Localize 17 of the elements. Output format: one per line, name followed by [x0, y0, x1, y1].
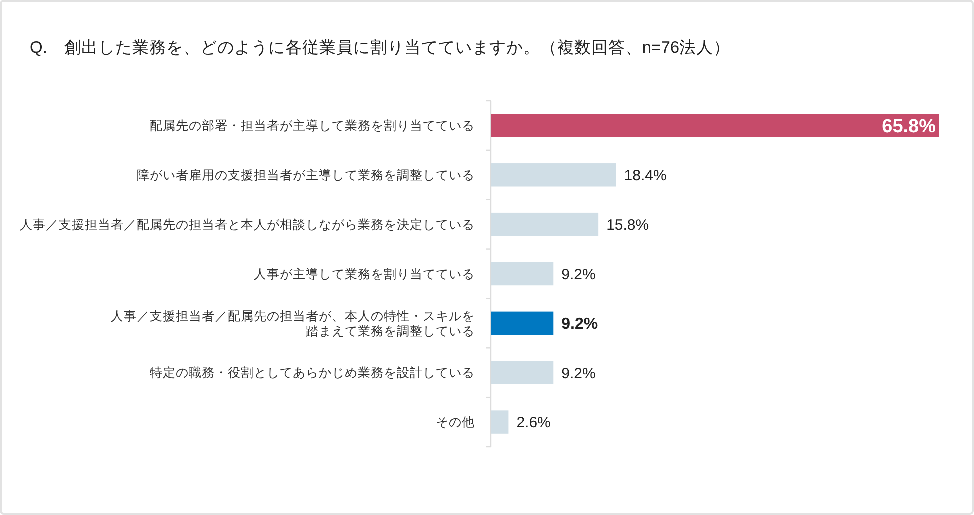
data-label: 65.8% [882, 116, 936, 138]
y-tick-label: 障がい者雇用の支援担当者が主導して業務を調整している [137, 168, 475, 183]
bar [491, 114, 939, 138]
data-label: 15.8% [606, 216, 650, 234]
data-label: 9.2% [562, 316, 598, 334]
bar [491, 312, 554, 336]
y-tick-label: 人事／支援担当者／配属先の担当者と本人が相談しながら業務を決定している [20, 218, 475, 232]
data-label: 2.6% [516, 414, 551, 432]
y-tick-label: その他 [436, 416, 475, 430]
chart-title: Q. 創出した業務を、どのように各従業員に割り当てていますか。（複数回答、n=76法人） [30, 38, 731, 57]
y-tick-label: 配属先の部署・担当者が主導して業務を割り当てている [150, 118, 475, 134]
y-tick-label: 人事／支援担当者／配属先の担当者が、本人の特性・スキルを踏まえて業務を調整している [111, 309, 475, 338]
data-label: 18.4% [624, 168, 667, 185]
data-label: 9.2% [562, 365, 596, 382]
y-tick-label: 特定の職務・役割としてあらかじめ業務を設計している [150, 366, 475, 380]
data-label: 9.2% [562, 266, 596, 284]
y-tick-label: 人事が主導して業務を割り当てている [254, 266, 475, 282]
